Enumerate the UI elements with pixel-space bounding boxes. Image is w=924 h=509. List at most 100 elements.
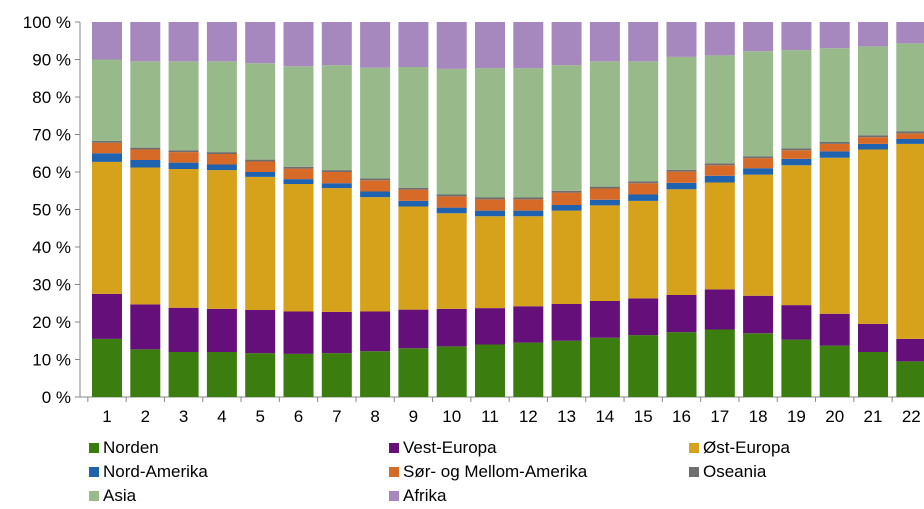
- bar-segment: [666, 56, 697, 170]
- bar-segment: [781, 339, 812, 397]
- bar-segment: [475, 22, 505, 69]
- bar-segment: [245, 176, 276, 310]
- bar-segment: [628, 298, 659, 336]
- bar-segment: [858, 149, 888, 324]
- bar-segment: [321, 22, 352, 66]
- x-tick-label: 11: [481, 407, 499, 426]
- x-tick-label: 8: [370, 407, 379, 426]
- legend-label: Nord-Amerika: [103, 462, 208, 481]
- bar-segment: [206, 352, 237, 397]
- y-tick-label: 90 %: [32, 51, 71, 70]
- x-tick-labels: 1 2 3 4 5 6 7 8 9 10 11 12 13 14 15 16 17 18 19 20 21 22: [102, 407, 920, 426]
- bar-segment: [589, 188, 620, 200]
- x-tick-label: 2: [141, 407, 150, 426]
- bar-segment: [896, 139, 924, 144]
- bar-segment: [475, 308, 505, 345]
- legend-label: Norden: [103, 438, 159, 457]
- bar-segment: [321, 65, 352, 171]
- bar-segment: [589, 205, 620, 301]
- bar-segment: [245, 159, 276, 162]
- x-tick-label: 5: [255, 407, 264, 426]
- bar-segment: [589, 337, 620, 397]
- bar-segment: [398, 348, 429, 397]
- y-tick-label: 50 %: [32, 201, 71, 220]
- bar-segment: [360, 178, 391, 181]
- bar-segment: [666, 169, 697, 172]
- bar-segment: [92, 22, 122, 60]
- bar-segment: [475, 210, 505, 217]
- bar-segment: [819, 142, 850, 144]
- legend-swatch: [389, 467, 399, 477]
- bar-segment: [168, 307, 199, 352]
- bar-segment: [896, 143, 924, 339]
- bar-segment: [589, 199, 620, 206]
- bar-segment: [436, 213, 467, 309]
- bar-segment: [704, 22, 735, 56]
- bar-segment: [628, 200, 659, 299]
- bar-segment: [858, 352, 888, 397]
- x-tick-label: 1: [102, 407, 111, 426]
- y-tick-label: 70 %: [32, 126, 71, 145]
- x-tick-label: 9: [409, 407, 418, 426]
- bar-segment: [321, 311, 352, 354]
- legend-item: Øst-Europa: [689, 437, 790, 459]
- bar-segment: [781, 165, 812, 306]
- bar-segment: [551, 65, 582, 191]
- y-tick-label: 0 %: [42, 388, 71, 407]
- bar-segment: [360, 191, 391, 198]
- bar-segment: [245, 63, 276, 160]
- bar-segment: [360, 67, 391, 179]
- bar-segment: [92, 293, 122, 339]
- bar-segment: [206, 170, 237, 309]
- bar-segment: [92, 161, 122, 294]
- bar-segment: [704, 55, 735, 164]
- bar-segment: [245, 22, 276, 64]
- bar-segment: [819, 22, 850, 49]
- bar-segment: [858, 323, 888, 352]
- bar-segment: [819, 157, 850, 314]
- bar-segment: [130, 160, 161, 168]
- chart-bars: [92, 22, 924, 397]
- bar-segment: [666, 332, 697, 397]
- bar-segment: [283, 66, 314, 167]
- bar-segment: [283, 166, 314, 169]
- x-tick-label: 4: [217, 407, 226, 426]
- bar-segment: [551, 340, 582, 397]
- bar-segment: [896, 338, 924, 362]
- legend-swatch: [89, 491, 99, 501]
- bar-segment: [781, 22, 812, 51]
- bar-segment: [589, 61, 620, 187]
- legend-swatch: [689, 467, 699, 477]
- bar-segment: [858, 22, 888, 47]
- bar-segment: [398, 187, 429, 190]
- bar-segment: [781, 50, 812, 149]
- legend-item: Nord-Amerika: [89, 461, 208, 483]
- bar-segment: [704, 329, 735, 397]
- bar-segment: [436, 346, 467, 397]
- bar-segment: [130, 349, 161, 397]
- legend-item: Vest-Europa: [389, 437, 497, 459]
- bar-segment: [551, 304, 582, 341]
- bar-segment: [819, 345, 850, 397]
- x-tick-label: 20: [825, 407, 844, 426]
- bar-segment: [130, 61, 161, 148]
- bar-segment: [551, 205, 582, 211]
- bar-segment: [513, 197, 544, 200]
- chart-legend: Norden Vest-Europa Øst-Europa Nord-Amerika S…: [89, 437, 924, 509]
- bar-segment: [436, 194, 467, 197]
- y-tick-label: 20 %: [32, 313, 71, 332]
- y-tick-label: 10 %: [32, 351, 71, 370]
- bar-segment: [283, 179, 314, 184]
- y-tick-label: 60 %: [32, 163, 71, 182]
- bar-segment: [704, 175, 735, 183]
- bar-segment: [283, 353, 314, 397]
- bar-segment: [704, 182, 735, 290]
- bar-segment: [130, 147, 161, 150]
- bar-segment: [168, 150, 199, 153]
- bar-segment: [666, 189, 697, 295]
- bar-segment: [628, 183, 659, 195]
- bar-segment: [628, 61, 659, 182]
- bar-segment: [781, 305, 812, 340]
- y-tick-label: 80 %: [32, 88, 71, 107]
- bar-segment: [398, 189, 429, 201]
